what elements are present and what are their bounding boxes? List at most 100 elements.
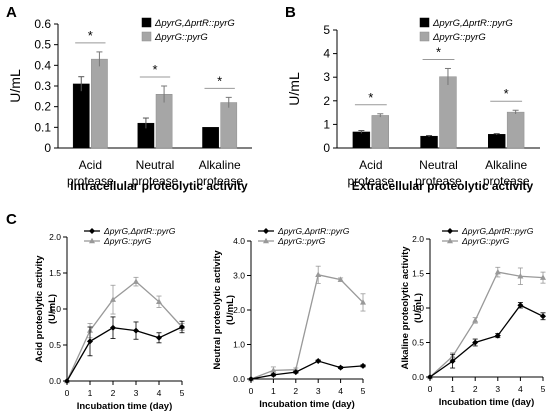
y-tick-label: 5 — [323, 23, 330, 37]
x-tick-label: 2 — [293, 386, 298, 396]
data-point — [517, 272, 524, 279]
y-axis-label: U/mL — [7, 69, 23, 103]
series-line — [250, 274, 364, 380]
legend-swatch — [141, 31, 152, 42]
x-tick-label: 0 — [428, 384, 433, 394]
category-label: protease — [415, 174, 462, 188]
x-tick-label: 5 — [361, 386, 366, 396]
legend-marker — [447, 228, 453, 234]
series-line — [66, 280, 183, 382]
y-tick-label: 3.0 — [233, 271, 245, 281]
y-axis-label: U/mL — [286, 72, 302, 106]
significance-star: * — [152, 62, 157, 77]
data-point — [133, 278, 139, 284]
line-chart-acid: 0.0 0.5 1.0 1.5 2.0 0 1 2 3 4 5 Incubation time (da… — [34, 226, 185, 412]
data-point — [156, 334, 162, 341]
x-tick-label: 3 — [134, 388, 139, 398]
data-point — [110, 324, 116, 331]
y-tick-label: 0 — [323, 141, 330, 155]
data-point — [315, 271, 322, 278]
significance-star: * — [504, 86, 509, 101]
data-point — [494, 268, 501, 275]
y-tick-label: 1 — [323, 117, 330, 131]
legend-swatch — [419, 17, 430, 28]
y-tick-label: 0.2 — [34, 100, 51, 114]
category-label: Acid — [79, 158, 102, 172]
bar — [420, 135, 438, 149]
series-line — [429, 304, 544, 378]
y-tick-label: 0.5 — [34, 38, 51, 52]
legend-label: ΔpyrG::pyrG — [103, 236, 152, 246]
x-tick-label: 0 — [249, 386, 254, 396]
legend-label: ΔpyrG,ΔprtR::pyrG — [103, 226, 176, 236]
y-tick-label: 1.5 — [412, 269, 424, 279]
legend-marker — [447, 237, 453, 244]
y-tick-label: 0.0 — [412, 372, 424, 382]
x-axis-title: Extracellular proteolytic activity — [352, 179, 534, 193]
legend-label: ΔpyrG::pyrG — [461, 236, 510, 246]
series-line — [250, 360, 364, 380]
category-label: protease — [132, 174, 179, 188]
bar — [439, 76, 457, 149]
legend-marker — [263, 237, 269, 244]
y-tick-label: 0.0 — [233, 374, 245, 384]
data-point — [337, 276, 344, 282]
y-tick-label: 0.3 — [34, 79, 51, 93]
y-tick-label: 4.0 — [233, 236, 245, 246]
x-axis-title: Incubation time (day) — [77, 401, 173, 412]
bar — [91, 58, 108, 149]
data-point — [248, 376, 254, 382]
y-tick-label: 0.1 — [34, 120, 51, 134]
legend-marker — [89, 228, 95, 234]
x-tick-label: 2 — [473, 384, 478, 394]
y-tick-label: 3 — [323, 70, 330, 84]
legend-label: ΔpyrG,ΔprtR::pyrG — [154, 18, 235, 29]
legend-label: ΔpyrG,ΔprtR::pyrG — [461, 226, 534, 236]
y-axis-label: (U/mL) — [47, 294, 58, 324]
bar — [352, 131, 371, 149]
y-axis-label: Alkaline proteolytic activity — [400, 246, 411, 370]
legend-label: ΔpyrG::pyrG — [277, 236, 326, 246]
x-axis-title: Incubation time (day) — [259, 399, 355, 410]
legend-label: ΔpyrG::pyrG — [432, 32, 486, 43]
significance-star: * — [368, 90, 373, 105]
data-point — [494, 332, 501, 339]
data-point — [337, 364, 344, 371]
legend-marker — [263, 228, 269, 234]
data-point — [360, 362, 366, 369]
panel-label-c: C — [6, 211, 17, 228]
data-point — [360, 299, 366, 305]
data-point — [110, 296, 116, 302]
data-point — [472, 339, 479, 346]
legend-swatch — [141, 17, 152, 28]
y-tick-label: 0.6 — [34, 17, 51, 31]
data-point — [64, 378, 70, 384]
x-tick-label: 1 — [271, 386, 276, 396]
y-tick-label: 2.0 — [49, 232, 61, 242]
category-label: protease — [483, 174, 530, 188]
category-label: protease — [347, 174, 394, 188]
data-point — [427, 374, 433, 380]
data-point — [156, 298, 162, 304]
line-chart-alkaline: 0.0 0.5 1.0 1.5 2.0 0 1 2 3 4 5 Incubation time (da… — [400, 226, 546, 408]
category-label: Alkaline — [485, 158, 527, 172]
data-point — [472, 317, 479, 323]
legend-marker — [89, 237, 95, 244]
bar-chart-intracellular: 0 0.1 0.2 0.3 0.4 0.5 0.6 U/mL * Acid protease * Neu… — [7, 17, 252, 193]
y-tick-label: 1.0 — [233, 340, 245, 350]
x-axis-title: Incubation time (day) — [439, 397, 535, 408]
category-label: Neutral — [136, 158, 175, 172]
significance-star: * — [88, 28, 93, 43]
x-tick-label: 5 — [180, 388, 185, 398]
legend-label: ΔpyrG,ΔprtR::pyrG — [432, 18, 513, 29]
line-chart-neutral: 0.0 1.0 2.0 3.0 4.0 0 1 2 3 4 5 Incubation time (da… — [212, 226, 366, 410]
series-line — [66, 326, 183, 382]
y-tick-label: 2.0 — [412, 234, 424, 244]
y-tick-label: 0.0 — [49, 376, 61, 386]
x-tick-label: 1 — [88, 388, 93, 398]
category-label: Alkaline — [199, 158, 241, 172]
x-tick-label: 4 — [157, 388, 162, 398]
data-point — [87, 338, 93, 345]
y-tick-label: 1.0 — [49, 304, 61, 314]
